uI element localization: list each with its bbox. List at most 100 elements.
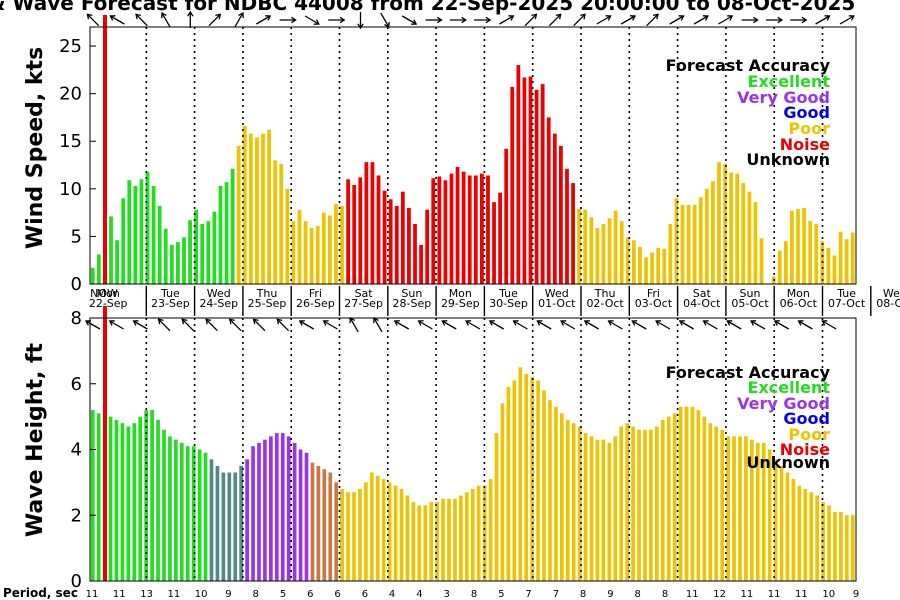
wave-bar: [500, 403, 505, 581]
wave-bar: [815, 495, 819, 581]
wind-bar: [492, 202, 496, 284]
wave-direction-arrowhead: [205, 318, 212, 325]
wave-bar: [453, 498, 457, 581]
wind-direction-arrow: [718, 15, 733, 25]
wave-bar: [583, 433, 588, 581]
wave-bar: [755, 442, 760, 581]
wind-bar: [565, 168, 569, 284]
wave-direction-arrow: [205, 318, 218, 332]
day-date-label: 29-Sep: [441, 297, 480, 310]
wind-bar: [169, 244, 174, 284]
wave-bar: [779, 465, 784, 581]
wind-direction-arrowhead: [411, 19, 418, 25]
day-of-week-label: Wed: [883, 287, 900, 300]
wind-direction-arrowhead: [678, 15, 685, 21]
wave-bar: [845, 515, 849, 581]
wave-bar: [328, 472, 333, 581]
wave-direction-arrowhead: [631, 320, 638, 326]
wind-legend-very-good: Very Good: [737, 88, 830, 107]
wave-direction-arrow: [655, 320, 671, 330]
wave-bar: [316, 465, 321, 581]
wave-bar: [405, 495, 410, 581]
wave-direction-arrow: [133, 320, 148, 330]
wind-bar: [638, 246, 642, 284]
day-of-week-label: Tue: [160, 287, 180, 300]
wave-bar: [696, 410, 701, 581]
wind-bar: [711, 181, 715, 284]
wave-direction-arrowhead: [512, 320, 519, 326]
wind-bar: [388, 199, 393, 284]
wave-bar: [476, 485, 481, 581]
period-value: 8: [662, 589, 668, 600]
wind-bar: [376, 175, 381, 284]
period-value: 11: [768, 589, 781, 600]
wind-bar: [832, 255, 837, 284]
wave-bar: [352, 492, 356, 581]
wind-bar: [364, 162, 369, 284]
wave-bar: [530, 377, 534, 581]
wave-bar: [423, 505, 428, 581]
wind-bar: [650, 252, 654, 284]
wind-bar: [346, 179, 351, 284]
wind-direction-arrowhead: [848, 15, 855, 21]
wind-bar: [261, 133, 265, 284]
day-of-week-label: Thu: [594, 287, 616, 300]
day-date-label: 03-Oct: [635, 297, 673, 310]
wave-bar: [554, 406, 558, 581]
wave-bar: [197, 449, 202, 581]
wind-bar: [224, 182, 229, 284]
wind-bar: [139, 179, 144, 284]
day-of-week-label: Tue: [498, 287, 518, 300]
wind-legend-unknown: Unknown: [746, 150, 830, 169]
wave-bar: [174, 439, 178, 581]
wave-direction-arrow: [85, 320, 101, 330]
wave-bar: [809, 492, 814, 581]
wind-bar: [516, 65, 521, 284]
wave-direction-arrow: [679, 320, 695, 330]
period-value: 5: [280, 589, 286, 600]
wave-bar: [565, 419, 570, 581]
wind-bar: [729, 172, 734, 284]
wind-bar: [601, 224, 606, 284]
wind-bar: [236, 145, 241, 284]
wind-bar: [127, 180, 132, 284]
period-value: 11: [86, 589, 99, 600]
wave-bar: [322, 469, 327, 581]
wind-direction-arrowhead: [384, 21, 390, 28]
wind-bar: [151, 185, 156, 284]
wave-direction-arrowhead: [417, 320, 424, 326]
wave-direction-arrowhead: [132, 320, 139, 326]
wave-direction-arrow: [798, 320, 813, 330]
wind-bar: [133, 185, 138, 284]
day-date-label: 04-Oct: [683, 297, 721, 310]
wave-bar: [690, 406, 695, 581]
wind-direction-arrow: [161, 12, 171, 28]
wind-bar: [358, 177, 363, 284]
wave-bar: [411, 502, 416, 581]
wind-direction-arrowhead: [727, 15, 734, 21]
now-label: NOW: [90, 287, 118, 300]
wave-direction-arrow: [441, 320, 457, 330]
wave-bar: [512, 380, 517, 581]
wave-direction-arrow: [703, 320, 718, 330]
day-of-week-label: Sat: [693, 287, 712, 300]
wind-bar: [826, 247, 831, 284]
wave-bar: [684, 406, 689, 581]
wind-bar: [194, 209, 199, 284]
wave-bar: [90, 410, 95, 581]
wind-direction-arrow: [304, 15, 320, 25]
wind-bar: [255, 137, 259, 284]
wind-bar: [206, 221, 211, 284]
wave-bar: [162, 429, 166, 581]
wind-bar: [242, 125, 247, 285]
wave-bar: [850, 515, 855, 581]
wind-direction-arrow: [669, 15, 684, 25]
wind-bar: [571, 183, 575, 284]
wave-direction-arrowhead: [678, 320, 685, 326]
day-of-week-label: Mon: [449, 287, 472, 300]
wind-direction-arrow: [839, 15, 855, 25]
wave-direction-arrow: [560, 320, 576, 330]
wind-bar: [607, 218, 612, 284]
wave-legend-good: Good: [783, 409, 830, 428]
